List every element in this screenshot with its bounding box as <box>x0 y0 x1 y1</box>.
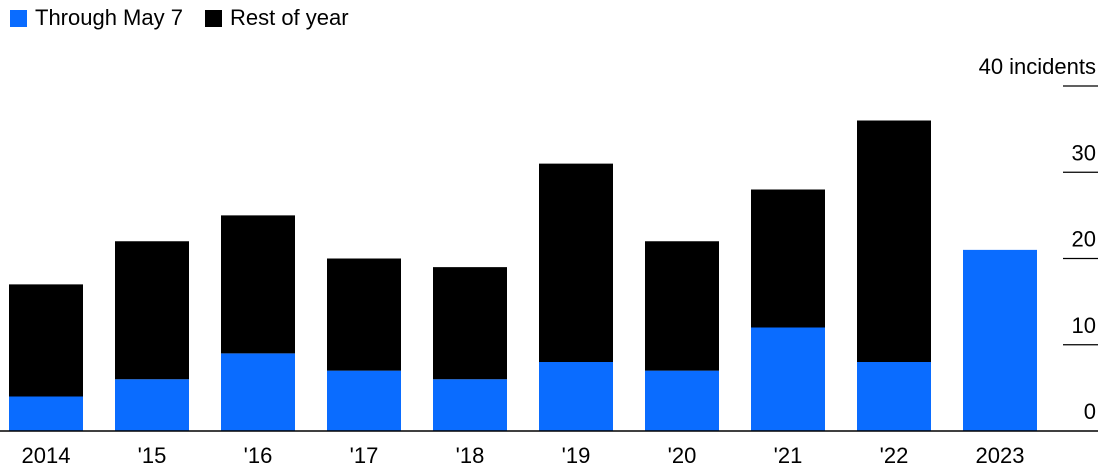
y-tick-label: 20 <box>1072 227 1096 252</box>
bar-through-may-7-9 <box>963 249 1037 431</box>
bars-group <box>9 120 1037 431</box>
legend-item-rest-of-year: Rest of year <box>204 5 349 31</box>
x-tick-label: '17 <box>350 443 379 468</box>
bar-through-may-7-8 <box>857 362 931 431</box>
x-tick-label: 2023 <box>976 443 1025 468</box>
bar-rest-of-year-2 <box>221 215 295 354</box>
bar-through-may-7-1 <box>115 379 189 431</box>
bar-rest-of-year-8 <box>857 120 931 362</box>
y-tick-label: 30 <box>1072 140 1096 165</box>
x-tick-label: '15 <box>138 443 167 468</box>
bar-through-may-7-7 <box>751 327 825 431</box>
legend-label: Through May 7 <box>35 5 183 30</box>
bar-through-may-7-2 <box>221 353 295 431</box>
legend-item-through-may-7: Through May 7 <box>10 5 183 31</box>
legend-swatch-blue <box>10 9 27 27</box>
x-tick-label: '20 <box>668 443 697 468</box>
y-axis: 0 10 20 30 40 incidents <box>979 54 1098 424</box>
x-tick-label: '18 <box>456 443 485 468</box>
legend-swatch-black <box>204 9 222 27</box>
bar-through-may-7-6 <box>645 370 719 431</box>
bar-through-may-7-5 <box>539 362 613 431</box>
x-tick-label: 2014 <box>22 443 71 468</box>
x-tick-label: '22 <box>880 443 909 468</box>
legend: Through May 7 Rest of year <box>10 5 371 31</box>
bar-rest-of-year-4 <box>433 267 507 380</box>
bar-rest-of-year-0 <box>9 284 83 397</box>
bar-rest-of-year-5 <box>539 163 613 362</box>
bar-through-may-7-0 <box>9 396 83 431</box>
y-tick-label: 0 <box>1084 399 1096 424</box>
x-tick-label: '21 <box>774 443 803 468</box>
legend-label: Rest of year <box>229 5 349 30</box>
x-tick-label: '19 <box>562 443 591 468</box>
y-tick-label: 40 incidents <box>979 54 1096 79</box>
x-tick-label: '16 <box>244 443 273 468</box>
bar-rest-of-year-6 <box>645 241 719 371</box>
bar-rest-of-year-3 <box>327 258 401 371</box>
bar-rest-of-year-7 <box>751 189 825 328</box>
x-axis: 2014 '15 '16 '17 '18 '19 '20 '21 '22 2023 <box>22 443 1025 468</box>
bar-rest-of-year-1 <box>115 241 189 380</box>
bar-through-may-7-3 <box>327 370 401 431</box>
y-tick-label: 10 <box>1072 313 1096 338</box>
bar-through-may-7-4 <box>433 379 507 431</box>
